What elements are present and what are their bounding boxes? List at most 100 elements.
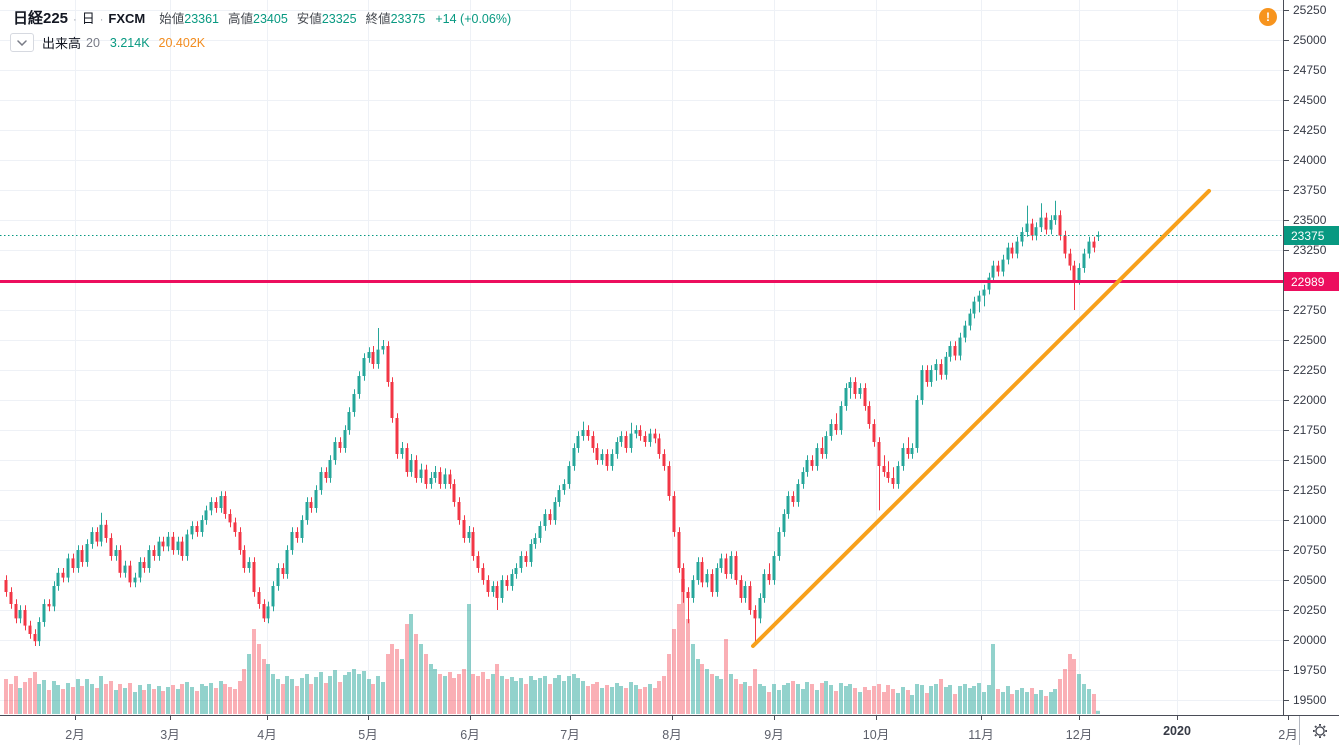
time-axis-label: 2月 [1278,728,1298,742]
price-axis-label: 21250 [1293,483,1327,497]
change-value: +14 (+0.06%) [435,12,512,26]
price-axis-label: 21750 [1293,423,1327,437]
time-axis-label: 8月 [662,728,682,742]
price-tick [1284,490,1289,491]
time-axis-label: 7月 [560,728,580,742]
price-tick [1284,430,1289,431]
price-axis-label: 20750 [1293,543,1327,557]
trend-line[interactable] [751,188,1211,648]
time-tick [876,716,877,720]
symbol-title[interactable]: 日経225 [13,10,69,27]
time-tick [774,716,775,720]
horizontal-price-line[interactable] [0,280,1283,283]
interval-label[interactable]: 日 [81,11,95,26]
price-tick [1284,370,1289,371]
high-value: 23405 [253,12,288,26]
time-tick [672,716,673,720]
indicator-volume-value: 3.214K [109,35,150,50]
low-label: 安値 [296,12,322,26]
price-axis-label: 21500 [1293,453,1327,467]
price-tick [1284,700,1289,701]
grid [0,0,1289,715]
time-axis-label: 2月 [65,728,85,742]
price-tick [1284,640,1289,641]
alert-line-price-badge: 22989 [1284,272,1339,291]
price-axis-label: 20250 [1293,603,1327,617]
high-label: 高値 [228,12,254,26]
time-axis-label: 11月 [968,728,994,742]
price-axis-label: 19750 [1293,663,1327,677]
time-tick [1288,716,1289,720]
separator-dot: · [99,14,104,26]
price-tick [1284,160,1289,161]
indicator-name: 出来高 [42,36,82,51]
ohlc-values: 始値23361 高値23405 安値23325 終値23375 [159,8,434,27]
low-value: 23325 [321,12,357,26]
time-axis-label: 2020 [1163,724,1191,738]
time-axis-label: 9月 [764,728,784,742]
price-axis-label: 21000 [1293,513,1327,527]
time-tick [267,716,268,720]
alert-notification-icon[interactable]: ! [1259,8,1277,26]
price-axis-label: 22750 [1293,303,1327,317]
axis-settings-button[interactable] [1300,716,1339,745]
price-tick [1284,310,1289,311]
axis-corner-separator [1299,716,1300,745]
price-axis-label: 22250 [1293,363,1327,377]
price-axis-label: 22500 [1293,333,1327,347]
price-tick [1284,220,1289,221]
price-axis-label: 22000 [1293,393,1327,407]
price-axis-label: 19500 [1293,693,1327,707]
price-tick [1284,520,1289,521]
price-axis[interactable]: 25250 25000 24750 24500 24250 24000 23750 23500… [1283,0,1339,716]
symbol-legend[interactable]: 日経225 · 日 · FXCM 始値23361 高値23405 安値23325… [13,7,511,28]
price-tick [1284,10,1289,11]
price-tick [1284,40,1289,41]
volume-indicator-legend[interactable]: 出来高 20 3.214K 20.402K [10,33,205,52]
legend-collapse-button[interactable] [10,33,34,52]
candlestick-chart[interactable] [0,0,1289,715]
price-tick [1284,670,1289,671]
price-axis-label: 25250 [1293,3,1327,17]
price-axis-label: 24500 [1293,93,1327,107]
time-axis-label: 12月 [1065,728,1093,742]
gear-icon [1312,723,1327,738]
open-value: 23361 [184,12,220,26]
time-axis-label: 5月 [358,728,378,742]
price-tick [1284,190,1289,191]
time-axis-label: 10月 [862,728,890,742]
chart-pane[interactable] [0,0,1289,715]
price-tick [1284,340,1289,341]
price-tick [1284,70,1289,71]
price-tick [1284,610,1289,611]
indicator-volume-ma-value: 20.402K [158,35,206,50]
time-axis-label: 6月 [460,728,480,742]
time-tick [75,716,76,720]
time-axis-label: 3月 [160,728,180,742]
time-tick [1079,716,1080,720]
price-tick [1284,250,1289,251]
close-label: 終値 [365,12,391,26]
price-axis-label: 23750 [1293,183,1327,197]
price-tick [1284,130,1289,131]
exchange-label: FXCM [108,11,146,26]
price-tick [1284,400,1289,401]
indicator-param: 20 [86,35,100,50]
price-axis-label: 23250 [1293,243,1327,257]
price-axis-label: 25000 [1293,33,1327,47]
time-tick [981,716,982,720]
price-axis-label: 24750 [1293,63,1327,77]
last-price-badge: 23375 [1284,226,1339,245]
time-tick [470,716,471,720]
close-value: 23375 [390,12,426,26]
time-tick [1177,716,1178,720]
price-tick [1284,460,1289,461]
price-axis-label: 24250 [1293,123,1327,137]
time-tick [570,716,571,720]
open-label: 始値 [159,12,185,26]
price-tick [1284,550,1289,551]
separator-dot: · [73,14,77,26]
time-axis-label: 4月 [257,728,277,742]
time-axis[interactable]: 2月 3月 4月 5月 6月 7月 8月 9月 10月 11月 12月 2020 2月 [0,715,1339,745]
